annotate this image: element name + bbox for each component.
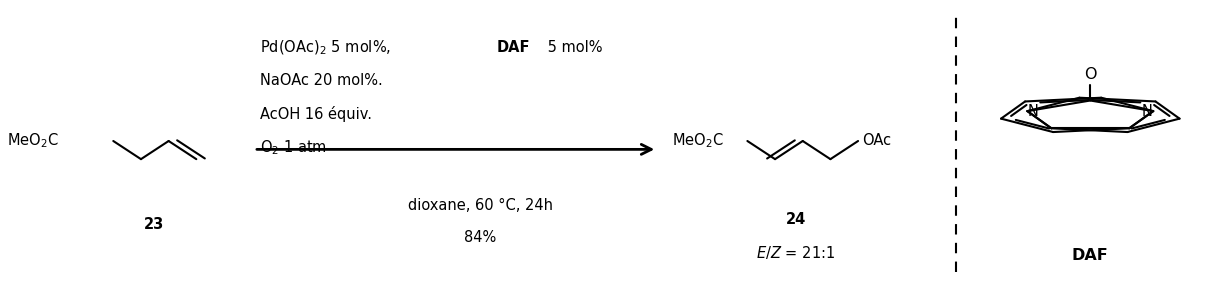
- Text: N: N: [1142, 104, 1153, 119]
- Text: DAF: DAF: [497, 40, 531, 55]
- Text: N: N: [1028, 104, 1038, 119]
- Text: 5 mol%: 5 mol%: [543, 40, 602, 55]
- Text: 84%: 84%: [464, 230, 497, 245]
- Text: $\it{E/Z}$ = 21:1: $\it{E/Z}$ = 21:1: [756, 244, 835, 261]
- Text: DAF: DAF: [1072, 248, 1108, 263]
- Text: AcOH 16 équiv.: AcOH 16 équiv.: [260, 107, 373, 122]
- Text: MeO$_2$C: MeO$_2$C: [7, 132, 59, 150]
- Text: NaOAc 20 mol%.: NaOAc 20 mol%.: [260, 74, 382, 89]
- Text: O$_2$ 1 atm: O$_2$ 1 atm: [260, 139, 327, 157]
- Text: O: O: [1084, 67, 1096, 82]
- Text: MeO$_2$C: MeO$_2$C: [672, 132, 724, 150]
- Text: 24: 24: [785, 212, 806, 227]
- Text: OAc: OAc: [862, 133, 891, 149]
- Text: 23: 23: [144, 217, 164, 232]
- Text: Pd(OAc)$_2$ 5 mol%,: Pd(OAc)$_2$ 5 mol%,: [260, 38, 393, 57]
- Text: dioxane, 60 °C, 24h: dioxane, 60 °C, 24h: [408, 198, 552, 213]
